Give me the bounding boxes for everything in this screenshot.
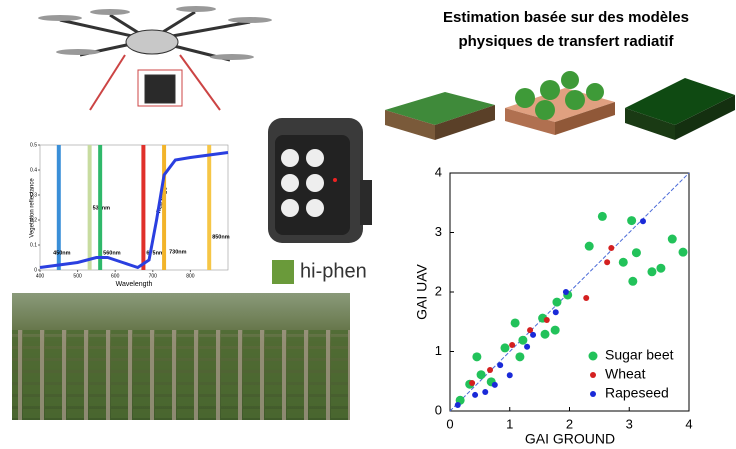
point <box>631 248 641 258</box>
point <box>628 276 638 286</box>
x-tick-label: 400 <box>36 273 45 279</box>
point <box>604 259 611 266</box>
y-tick-label: 0 <box>34 267 37 273</box>
legend-marker <box>588 351 598 361</box>
point <box>667 234 677 244</box>
y-tick-label: 0.1 <box>30 242 37 248</box>
spectrum-ylabel: Vegetation reflectance <box>30 178 36 238</box>
spectrum-xlabel: Wavelength <box>116 281 153 288</box>
y-tick-label: 0.3 <box>30 192 37 198</box>
point <box>627 216 637 226</box>
field-photo <box>12 293 350 420</box>
band-label: 450nm <box>53 250 71 256</box>
point <box>506 372 513 379</box>
band-label: 850nm <box>212 234 230 240</box>
x-tick-label: 2 <box>566 416 573 431</box>
point <box>497 362 504 369</box>
point <box>678 247 688 257</box>
legend-label: Rapeseed <box>605 385 669 401</box>
band-label: 730nm <box>169 249 187 255</box>
point <box>454 402 461 409</box>
y-tick-label: 1 <box>435 343 442 358</box>
scatter-chart: GAI UAV GAI GROUND 0 1 2 3 4 0 1 2 3 4 Sugar beet W… <box>414 164 693 446</box>
x-axis-label: GAI GROUND <box>525 431 615 447</box>
x-tick-label: 800 <box>186 273 195 279</box>
point <box>656 263 666 273</box>
reflectance-curve <box>39 151 229 270</box>
legend-marker <box>590 391 596 397</box>
camera-image <box>268 118 372 243</box>
point <box>472 352 482 362</box>
logo: hi-phen <box>272 260 367 284</box>
point <box>543 316 550 323</box>
x-tick-label: 3 <box>626 416 633 431</box>
point <box>476 370 486 380</box>
band-label: 675nm <box>146 250 164 256</box>
x-tick-label: 1 <box>506 416 513 431</box>
y-tick-label: 0.2 <box>30 217 37 223</box>
y-tick-label: 0 <box>435 402 442 417</box>
point <box>618 257 628 267</box>
point <box>540 329 550 339</box>
title-line: physiques de transfert radiatif <box>458 33 674 50</box>
y-tick-label: 2 <box>435 283 442 298</box>
y-axis-label: GAI UAV <box>414 263 430 319</box>
point <box>647 267 657 277</box>
band-label: 560nm <box>103 250 121 256</box>
y-tick-label: 0.4 <box>30 167 37 173</box>
point <box>482 388 489 395</box>
point <box>552 309 559 316</box>
spectrum-chart: Vegetation reflectance Wavelength Red ed… <box>30 142 230 288</box>
legend-label: Sugar beet <box>605 347 674 363</box>
point <box>510 318 520 328</box>
y-tick-label: 0.5 <box>30 142 37 148</box>
legend-label: Wheat <box>605 366 646 382</box>
point <box>527 327 534 334</box>
y-tick-label: 4 <box>435 164 442 179</box>
x-tick-label: 600 <box>111 273 120 279</box>
point <box>491 381 498 388</box>
point <box>469 380 476 387</box>
x-tick-label: 500 <box>73 273 82 279</box>
point <box>530 331 537 338</box>
x-tick-label: 700 <box>149 273 158 279</box>
point <box>500 343 510 353</box>
point <box>597 211 607 221</box>
legend-marker <box>590 372 596 378</box>
point <box>515 352 525 362</box>
point <box>583 294 590 301</box>
x-tick-label: 4 <box>685 416 692 431</box>
point <box>608 244 615 251</box>
point <box>518 335 528 345</box>
x-tick-label: 0 <box>446 416 453 431</box>
point <box>487 366 494 373</box>
logo-text: hi-phen <box>300 260 367 282</box>
y-tick-label: 3 <box>435 224 442 239</box>
drone-image <box>38 6 272 111</box>
point <box>584 241 594 251</box>
point <box>509 341 516 348</box>
point <box>639 218 646 225</box>
point <box>472 391 479 398</box>
canopy-images <box>385 71 735 140</box>
point <box>552 297 562 307</box>
title-line: Estimation basée sur des modèles <box>443 9 689 26</box>
point <box>562 289 569 295</box>
point <box>524 343 531 350</box>
point <box>550 325 560 335</box>
